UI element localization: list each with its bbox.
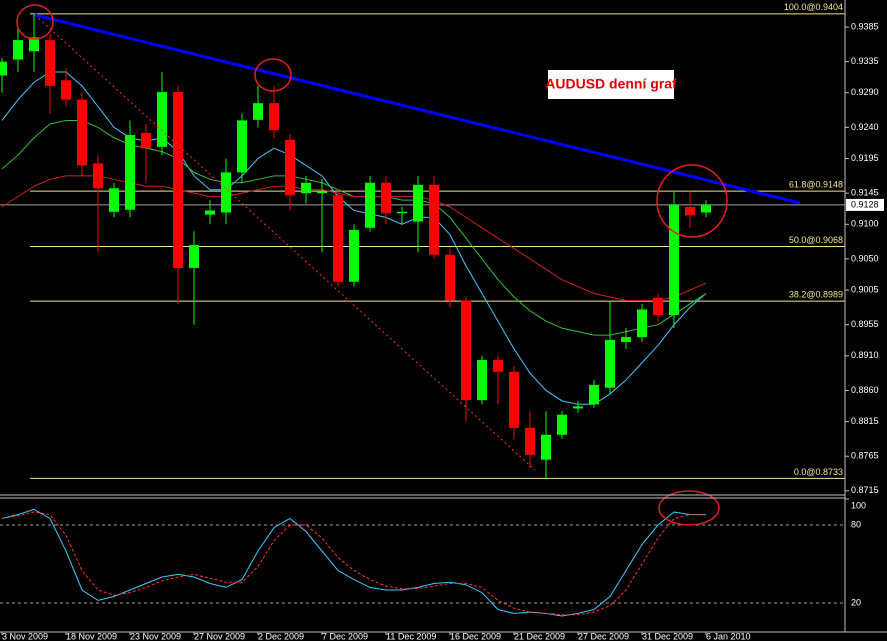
x-tick-label: 3 Nov 2009 <box>2 631 48 641</box>
y-tick-label: 20 <box>851 597 861 607</box>
y-tick-label: 0.9005 <box>851 284 879 294</box>
x-tick-label: 18 Nov 2009 <box>66 631 117 641</box>
y-tick-label: 100 <box>851 500 866 510</box>
candle-body <box>269 103 279 131</box>
y-tick-label: 0.8860 <box>851 385 879 395</box>
y-tick-label: 0.9145 <box>851 188 879 198</box>
candle-body <box>221 172 231 213</box>
y-tick-label: 80 <box>851 519 861 529</box>
candle-body <box>509 371 519 428</box>
candle-body <box>493 360 503 372</box>
candle-body <box>365 182 375 228</box>
highlight-circle <box>16 4 54 40</box>
fib-label: 50.0@0.9068 <box>789 235 843 245</box>
y-tick-label: 0.9290 <box>851 87 879 97</box>
candle-body <box>653 297 663 315</box>
x-tick-label: 6 Jan 2010 <box>706 631 751 641</box>
fib-label: 38.2@0.8989 <box>789 290 843 300</box>
candle-body <box>461 300 471 401</box>
fib-label: 61.8@0.9148 <box>789 179 843 189</box>
candle-body <box>45 40 55 86</box>
candle-body <box>13 40 23 60</box>
title-box <box>548 70 674 99</box>
candle-body <box>189 245 199 268</box>
candle-body <box>333 195 343 282</box>
candle-body <box>301 182 311 194</box>
candle-body <box>685 207 695 216</box>
candle-body <box>125 135 135 210</box>
candle-body <box>0 61 7 76</box>
highlight-circle <box>658 490 720 526</box>
x-tick-label: 23 Nov 2009 <box>130 631 181 641</box>
candle-body <box>109 188 119 212</box>
candle-body <box>541 434 551 460</box>
candle-body <box>557 414 567 435</box>
candle-body <box>429 184 439 255</box>
candle-body <box>477 360 487 401</box>
x-tick-label: 2 Dec 2009 <box>258 631 304 641</box>
candle-body <box>381 182 391 214</box>
x-tick-label: 16 Dec 2009 <box>450 631 501 641</box>
y-tick-label: 0.9195 <box>851 153 879 163</box>
last-price-label: 0.9128 <box>851 199 879 209</box>
y-tick-label: 0.9385 <box>851 21 879 31</box>
last-price-box <box>846 198 884 211</box>
x-tick-label: 27 Nov 2009 <box>194 631 245 641</box>
candle-body <box>317 191 327 194</box>
chart-title: AUDUSD denní graf <box>545 76 677 92</box>
candle-body <box>589 384 599 405</box>
y-tick-label: 0.8715 <box>851 485 879 495</box>
candle-body <box>573 406 583 409</box>
x-tick-label: 21 Dec 2009 <box>514 631 565 641</box>
candle-body <box>349 229 359 282</box>
fib-label: 100.0@0.9404 <box>784 2 843 12</box>
moving-average <box>1 175 707 301</box>
oscillator-line <box>1 511 706 616</box>
candle-body <box>77 99 87 166</box>
candle-body <box>29 37 39 52</box>
candle-body <box>173 92 183 268</box>
candle-body <box>141 132 151 149</box>
y-tick-label: 0.9335 <box>851 56 879 66</box>
y-tick-label: 0.8955 <box>851 319 879 329</box>
candle-body <box>253 103 263 120</box>
candle-body <box>61 80 71 100</box>
candle-body <box>669 204 679 315</box>
candle-body <box>413 184 423 222</box>
candle-body <box>621 337 631 342</box>
y-tick-label: 0.8910 <box>851 350 879 360</box>
candle-body <box>205 210 215 215</box>
candle-body <box>93 163 103 189</box>
x-tick-label: 7 Dec 2009 <box>322 631 368 641</box>
y-tick-label: 0.8815 <box>851 416 879 426</box>
y-tick-label: 0.9050 <box>851 253 879 263</box>
y-tick-label: 0.9100 <box>851 219 879 229</box>
candle-body <box>157 92 167 147</box>
fib-label: 0.0@0.8733 <box>794 467 843 477</box>
candle-body <box>637 309 647 338</box>
candle-body <box>701 204 711 213</box>
candle-body <box>285 139 295 196</box>
candle-body <box>237 120 247 173</box>
y-tick-label: 0.9240 <box>851 122 879 132</box>
candle-body <box>445 254 455 301</box>
y-tick-label: 0.8765 <box>851 451 879 461</box>
candle-body <box>605 339 615 388</box>
x-tick-label: 27 Dec 2009 <box>578 631 629 641</box>
highlight-circle <box>254 58 292 92</box>
x-tick-label: 11 Dec 2009 <box>386 631 436 641</box>
moving-average <box>1 71 707 405</box>
x-tick-label: 31 Dec 2009 <box>642 631 693 641</box>
candle-body <box>397 211 407 214</box>
candle-body <box>525 427 535 455</box>
highlight-circle <box>656 164 728 238</box>
